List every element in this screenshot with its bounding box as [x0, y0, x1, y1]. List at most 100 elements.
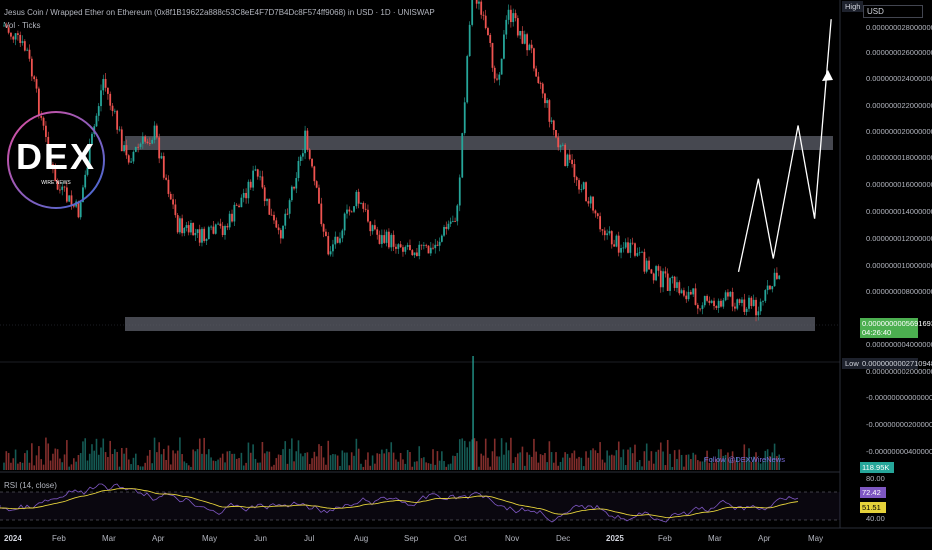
candle-body: [429, 247, 432, 254]
candle-body: [443, 226, 445, 236]
volume-bar: [764, 450, 767, 470]
volume-bar: [659, 442, 662, 470]
candle-body: [306, 130, 309, 150]
dex-logo: DEX WIRE NEWS: [7, 111, 105, 209]
volume-bar: [302, 456, 304, 470]
volume-bar: [217, 459, 219, 470]
volume-bar: [641, 466, 643, 470]
candle-body: [293, 186, 295, 189]
candle-body: [528, 44, 531, 51]
volume-bar: [130, 464, 132, 470]
candle-body: [451, 221, 454, 223]
candle-body: [318, 187, 320, 204]
candle-body: [496, 78, 498, 80]
candle-body: [466, 56, 469, 103]
volume-bar: [311, 458, 313, 470]
volume-bar: [304, 452, 306, 470]
time-axis-label: Dec: [556, 534, 571, 543]
volume-bar: [201, 453, 203, 470]
volume-bar: [226, 451, 229, 470]
candle-body: [766, 285, 769, 291]
candle-body: [397, 244, 400, 249]
volume-bar: [717, 449, 720, 470]
candle-body: [290, 186, 293, 201]
candle-body: [395, 246, 397, 249]
volume-bar: [468, 441, 471, 470]
volume-bar: [697, 460, 699, 470]
volume-bar: [47, 443, 50, 470]
candle-body: [26, 49, 29, 51]
candle-body: [629, 242, 632, 253]
time-axis-label: Apr: [758, 534, 771, 543]
candle-body: [134, 146, 137, 152]
volume-bar: [259, 462, 261, 470]
volume-bar: [434, 464, 437, 470]
volume-bar: [729, 459, 732, 470]
candle-body: [516, 18, 519, 36]
volume-bar: [381, 449, 383, 470]
volume-bar: [500, 438, 503, 470]
volume-bar: [582, 466, 585, 470]
volume-bar: [111, 454, 114, 470]
candle-body: [116, 110, 119, 130]
volume-bar: [118, 466, 121, 470]
time-axis-label: Feb: [52, 534, 66, 543]
candle-body: [350, 211, 353, 213]
volume-bar: [512, 463, 514, 470]
volume-bar: [701, 461, 704, 470]
volume-bar: [555, 452, 557, 470]
volume-bar: [114, 449, 116, 470]
candle-body: [745, 308, 748, 312]
volume-bar: [360, 463, 362, 470]
candle-body: [493, 67, 496, 79]
volume-bar: [610, 454, 613, 470]
volume-bar: [736, 457, 739, 470]
candle-body: [167, 179, 170, 194]
time-axis-label: Apr: [152, 534, 165, 543]
volume-bar: [491, 451, 494, 470]
candle-body: [155, 125, 158, 138]
volume-bar: [256, 462, 259, 470]
candle-body: [132, 151, 135, 162]
candle-body: [526, 34, 528, 51]
candle-body: [533, 48, 535, 69]
candle-body: [158, 137, 161, 159]
volume-bar: [454, 456, 456, 470]
volume-bar: [544, 453, 546, 470]
candle-body: [203, 228, 206, 241]
currency-selector[interactable]: USD: [863, 5, 923, 18]
volume-bar: [441, 451, 443, 470]
candle-body: [102, 78, 105, 91]
volume-bar: [350, 452, 353, 470]
candle-body: [194, 232, 197, 236]
volume-bar: [192, 449, 194, 470]
volume-bar: [77, 454, 80, 470]
volume-bar: [306, 452, 309, 470]
candle-body: [113, 110, 116, 112]
candle-body: [736, 299, 739, 309]
candle-body: [652, 273, 655, 281]
volume-bar: [214, 461, 217, 470]
candle-body: [706, 295, 708, 301]
volume-bar: [224, 462, 226, 470]
volume-bar: [308, 464, 311, 470]
candle-body: [304, 130, 306, 154]
candle-body: [240, 197, 243, 208]
volume-bar: [411, 466, 414, 470]
candle-body: [33, 76, 36, 80]
candle-body: [482, 14, 485, 16]
candle-body: [434, 244, 437, 249]
volume-bar: [622, 449, 625, 470]
volume-bar: [205, 454, 208, 470]
volume-bar: [362, 466, 365, 470]
volume-bar: [566, 453, 569, 470]
candle-body: [687, 291, 690, 300]
volume-bar: [280, 455, 282, 470]
candle-body: [673, 276, 676, 288]
volume-bar: [475, 441, 478, 470]
volume-bar: [297, 440, 300, 470]
volume-bar: [514, 457, 517, 470]
volume-bar: [212, 460, 215, 470]
candle-body: [566, 154, 569, 166]
